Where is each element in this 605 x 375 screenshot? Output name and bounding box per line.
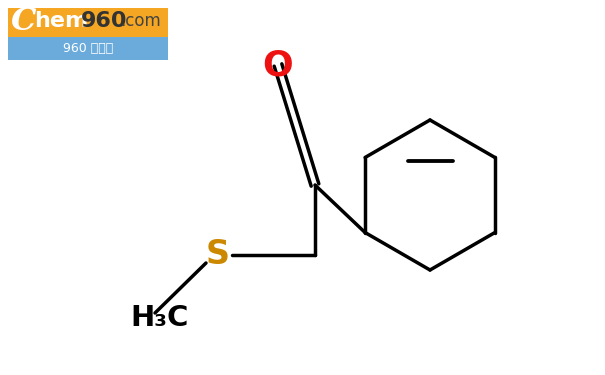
- Text: 960: 960: [81, 11, 128, 31]
- Text: H₃C: H₃C: [130, 304, 188, 332]
- Bar: [8, 8, 168, 37]
- Text: 960 化工网: 960 化工网: [63, 42, 113, 55]
- Text: hem: hem: [34, 11, 88, 31]
- Text: S: S: [206, 238, 230, 272]
- Text: O: O: [263, 48, 293, 82]
- Text: .com: .com: [120, 12, 161, 30]
- Bar: [8, 37, 168, 60]
- Text: C: C: [11, 6, 36, 37]
